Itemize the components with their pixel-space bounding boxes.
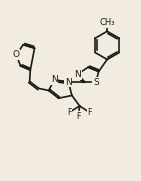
Text: N: N xyxy=(65,77,72,87)
Text: N: N xyxy=(51,75,58,84)
Text: F: F xyxy=(76,112,81,121)
Text: O: O xyxy=(13,50,20,59)
Text: CH₃: CH₃ xyxy=(99,18,115,27)
Text: S: S xyxy=(93,77,99,87)
Text: F: F xyxy=(67,108,71,117)
Text: F: F xyxy=(87,108,92,117)
Text: N: N xyxy=(74,70,81,79)
